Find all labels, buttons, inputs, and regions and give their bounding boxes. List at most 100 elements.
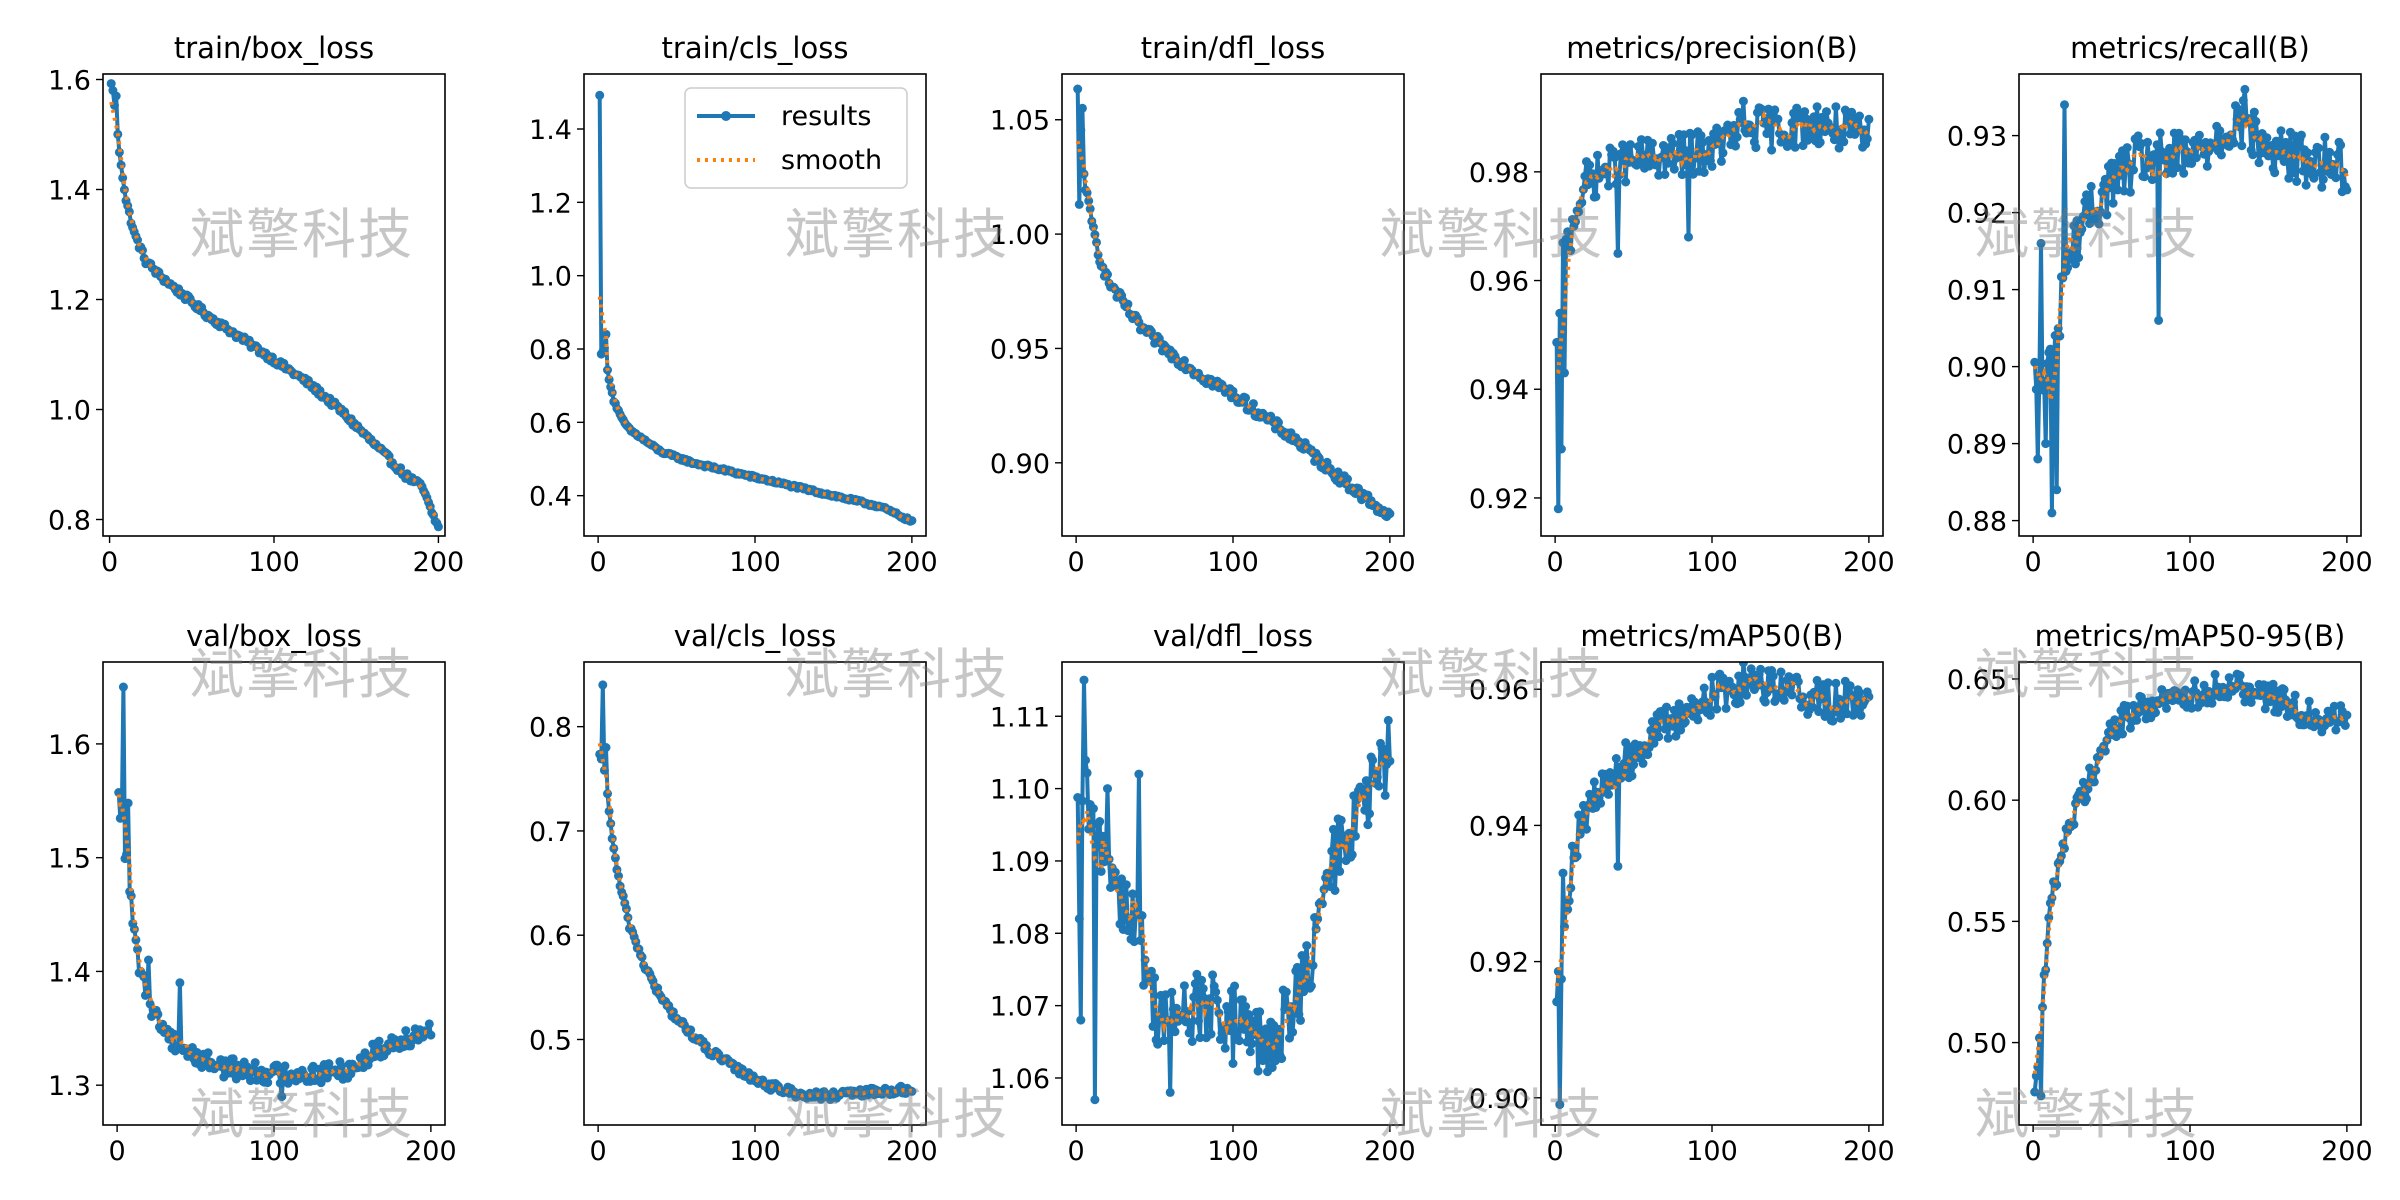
results-point-109 <box>2199 680 2209 690</box>
results-point-138 <box>1288 1027 1298 1037</box>
x-tick-label: 200 <box>1843 1136 1895 1167</box>
plot-area <box>2030 84 2352 518</box>
legend-box <box>684 87 908 189</box>
results-point-150 <box>2263 151 2273 161</box>
results-point-138 <box>1767 145 1777 155</box>
results-point-74 <box>228 1054 238 1064</box>
results-point-116 <box>2210 669 2220 679</box>
results-point-167 <box>2290 690 2300 700</box>
results-point-40 <box>1613 248 1623 258</box>
x-tick-label: 0 <box>101 547 118 578</box>
results-point-34 <box>1604 789 1613 799</box>
results-point-3 <box>1555 308 1565 318</box>
results-point-36 <box>1128 889 1138 899</box>
results-point-155 <box>2271 136 2281 146</box>
y-tick-label: 0.6 <box>529 921 572 952</box>
y-tick-label: 1.11 <box>990 702 1050 733</box>
results-point-114 <box>1729 690 1739 700</box>
x-tick-label: 0 <box>1547 1136 1564 1167</box>
subplot-title: train/box_loss <box>174 31 374 65</box>
results-point-30 <box>2075 786 2085 796</box>
results-point-169 <box>1336 815 1346 825</box>
results-point-34 <box>2082 190 2091 200</box>
results-point-139 <box>1768 671 1778 681</box>
results-point-192 <box>1372 772 1382 782</box>
x-tick-label: 0 <box>109 1136 126 1167</box>
results-point-193 <box>1374 781 1384 791</box>
results-point-2 <box>2031 1071 2041 1081</box>
y-tick-label: 0.55 <box>1947 907 2007 938</box>
results-point-96 <box>263 1078 273 1088</box>
results-point-20 <box>1582 824 1591 834</box>
results-point-1 <box>595 90 605 100</box>
results-point-200 <box>2342 710 2352 720</box>
results-point-122 <box>1742 690 1751 700</box>
results-point-1 <box>106 79 116 89</box>
results-point-3 <box>1076 125 1086 135</box>
results-point-171 <box>2296 130 2306 140</box>
y-tick-label: 0.90 <box>990 449 1050 480</box>
x-tick-label: 200 <box>413 547 465 578</box>
results-point-150 <box>1306 981 1316 991</box>
y-tick-label: 0.92 <box>1469 948 1529 979</box>
x-tick-label: 0 <box>1547 547 1564 578</box>
results-point-197 <box>1380 790 1390 800</box>
subplot-7: 0 100 200 0.5 0.6 0.7 0.8 val/cls_loss <box>529 619 938 1167</box>
subplot-title: metrics/recall(B) <box>2070 31 2310 65</box>
results-point-52 <box>2110 715 2120 725</box>
results-point-97 <box>2180 135 2190 145</box>
y-tick-label: 0.92 <box>1469 484 1529 515</box>
results-point-37 <box>2086 181 2096 191</box>
results-point-73 <box>1186 1018 1196 1028</box>
results-point-169 <box>1815 137 1825 147</box>
results-point-77 <box>1671 731 1681 741</box>
results-point-51 <box>2108 198 2118 208</box>
results-point-7 <box>123 798 133 808</box>
subplot-4: 0 100 200 0.92 0.94 0.96 0.98 metrics/precision… <box>1469 31 1895 578</box>
y-tick-label: 0.60 <box>1947 786 2007 817</box>
y-tick-label: 0.90 <box>1947 353 2007 384</box>
y-tick-label: 1.0 <box>529 262 572 293</box>
results-point-141 <box>2249 107 2259 117</box>
results-point-3 <box>2033 454 2043 464</box>
legend-smooth-label: smooth <box>781 145 882 176</box>
results-point-164 <box>1328 824 1338 834</box>
subplot-title: train/cls_loss <box>662 31 849 65</box>
results-point-114 <box>2207 698 2217 708</box>
results-series-line <box>1554 99 1871 511</box>
results-point-174 <box>2301 180 2311 190</box>
y-tick-label: 0.8 <box>529 713 572 744</box>
results-point-15 <box>1095 817 1105 826</box>
results-point-11 <box>610 853 620 863</box>
results-point-200 <box>2342 185 2352 195</box>
results-point-114 <box>1729 120 1739 130</box>
results-point-131 <box>1277 1054 1287 1064</box>
results-point-96 <box>2179 168 2189 178</box>
results-point-53 <box>2111 162 2121 172</box>
results-point-126 <box>1748 669 1758 679</box>
results-point-118 <box>1735 697 1745 707</box>
results-point-56 <box>1638 758 1648 768</box>
plot-area <box>595 680 917 1104</box>
results-point-85 <box>2162 703 2171 713</box>
results-point-176 <box>2304 696 2314 706</box>
results-point-9 <box>2042 359 2052 368</box>
results-point-196 <box>2336 140 2346 150</box>
results-point-200 <box>426 1030 436 1040</box>
y-tick-label: 1.08 <box>990 919 1050 950</box>
y-tick-label: 0.8 <box>529 335 572 366</box>
results-point-20 <box>1103 784 1112 794</box>
results-point-27 <box>1593 150 1602 160</box>
y-tick-label: 0.50 <box>1947 1029 2007 1060</box>
results-point-146 <box>1300 953 1310 962</box>
y-tick-label: 1.6 <box>48 66 91 97</box>
results-series-line <box>597 682 913 1102</box>
results-point-120 <box>2216 150 2226 160</box>
results-point-200 <box>907 516 917 526</box>
y-tick-label: 0.93 <box>1947 122 2007 153</box>
results-point-73 <box>1665 146 1675 156</box>
results-point-120 <box>1738 662 1748 668</box>
results-point-165 <box>1330 886 1340 895</box>
results-point-151 <box>1787 690 1797 700</box>
results-point-112 <box>1247 1039 1257 1049</box>
